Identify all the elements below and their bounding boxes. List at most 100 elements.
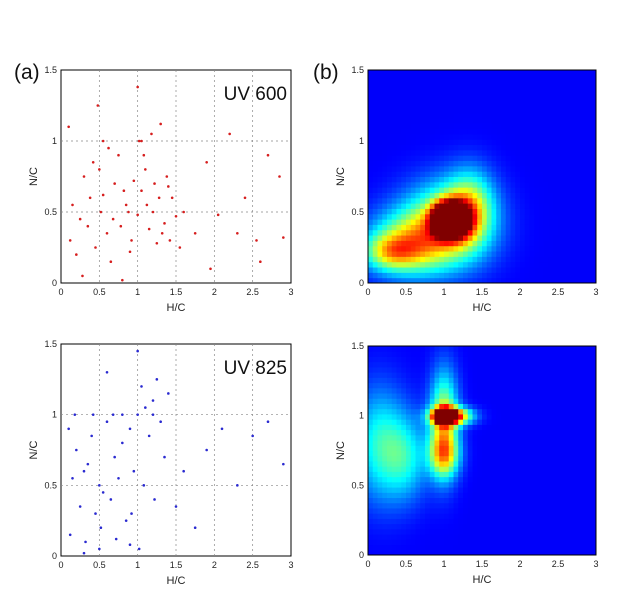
- heatmap-cell: [477, 460, 483, 467]
- heatmap-cell: [415, 208, 421, 215]
- heatmap-cell: [486, 133, 492, 140]
- heatmap-cell: [529, 123, 535, 130]
- heatmap-cell: [444, 139, 450, 146]
- heatmap-cell: [529, 549, 535, 555]
- data-point: [109, 260, 113, 264]
- heatmap-cell: [539, 471, 545, 478]
- heatmap-cell: [529, 251, 535, 257]
- heatmap-cell: [382, 219, 388, 225]
- heatmap-cell: [553, 377, 559, 384]
- heatmap-cell: [391, 440, 397, 446]
- heatmap-cell: [482, 70, 488, 76]
- heatmap-cell: [420, 476, 426, 483]
- heatmap-cell: [401, 107, 407, 114]
- heatmap-cell: [453, 91, 459, 98]
- heatmap-cell: [391, 549, 397, 555]
- heatmap-cell: [458, 429, 464, 436]
- heatmap-cell: [510, 133, 516, 140]
- heatmap-cell: [472, 160, 478, 167]
- heatmap-cell: [572, 80, 578, 87]
- heatmap-cell: [368, 229, 374, 236]
- heatmap-cell: [463, 144, 469, 151]
- heatmap-cell: [486, 80, 492, 87]
- heatmap-cell: [439, 377, 445, 384]
- heatmap-cell: [415, 361, 421, 368]
- heatmap-cell: [439, 476, 445, 483]
- heatmap-cell: [558, 117, 564, 124]
- heatmap-cell: [486, 528, 492, 535]
- heatmap-cell: [391, 96, 397, 103]
- heatmap-cell: [505, 96, 511, 103]
- heatmap-cell: [482, 101, 488, 108]
- heatmap-cell: [586, 549, 592, 555]
- heatmap-cell: [439, 513, 445, 519]
- heatmap-cell: [539, 372, 545, 378]
- heatmap-cell: [510, 251, 516, 257]
- heatmap-cell: [591, 544, 596, 551]
- heatmap-cell: [548, 393, 554, 399]
- heatmap-cell: [453, 149, 459, 156]
- heatmap-cell: [434, 144, 440, 151]
- heatmap-cell: [558, 213, 564, 220]
- heatmap-cell: [429, 419, 435, 425]
- heatmap-cell: [529, 424, 535, 431]
- heatmap-cell: [539, 377, 545, 384]
- heatmap-cell: [534, 107, 540, 114]
- heatmap-cell: [368, 203, 374, 209]
- heatmap-cell: [591, 245, 596, 252]
- heatmap-cell: [558, 181, 564, 188]
- heatmap-cell: [501, 492, 507, 499]
- heatmap-cell: [572, 160, 578, 167]
- heatmap-cell: [534, 398, 540, 404]
- heatmap-cell: [472, 176, 478, 183]
- heatmap-cell: [382, 91, 388, 98]
- heatmap-cell: [467, 382, 473, 389]
- data-point: [259, 260, 262, 264]
- heatmap-cell: [496, 277, 502, 283]
- heatmap-cell: [524, 513, 530, 519]
- heatmap-cell: [515, 91, 521, 98]
- heatmap-cell: [529, 133, 535, 140]
- heatmap-cell: [577, 123, 583, 130]
- data-point: [75, 448, 78, 452]
- heatmap-cell: [501, 192, 507, 199]
- heatmap-cell: [458, 245, 464, 252]
- heatmap-cell: [420, 372, 426, 378]
- heatmap-cell: [406, 487, 412, 493]
- heatmap-cell: [591, 251, 596, 257]
- heatmap-cell: [548, 487, 554, 493]
- heatmap-cell: [524, 240, 530, 247]
- heatmap-cell: [482, 408, 488, 415]
- heatmap-cell: [539, 96, 545, 103]
- heatmap-cell: [520, 377, 526, 384]
- heatmap-cell: [572, 476, 578, 483]
- heatmap-cell: [406, 213, 412, 220]
- heatmap-cell: [558, 518, 564, 525]
- heatmap-cell: [486, 382, 492, 389]
- heatmap-cell: [562, 219, 568, 225]
- heatmap-cell: [425, 261, 431, 268]
- heatmap-cell: [567, 507, 573, 514]
- heatmap-cell: [482, 351, 488, 357]
- heatmap-cell: [558, 208, 564, 215]
- heatmap-cell: [377, 101, 383, 108]
- heatmap-cell: [586, 372, 592, 378]
- heatmap-cell: [463, 187, 469, 193]
- heatmap-cell: [477, 424, 483, 431]
- heatmap-cell: [577, 160, 583, 167]
- heatmap-cell: [434, 224, 440, 231]
- heatmap-cell: [434, 171, 440, 177]
- heatmap-cell: [415, 466, 421, 472]
- heatmap-cell: [543, 549, 549, 555]
- heatmap-cell: [391, 85, 397, 92]
- heatmap-cell: [406, 528, 412, 535]
- heatmap-cell: [510, 393, 516, 399]
- heatmap-cell: [529, 387, 535, 394]
- heatmap-cell: [448, 139, 454, 146]
- heatmap-cell: [491, 539, 497, 546]
- heatmap-cell: [372, 107, 378, 114]
- heatmap-cell: [529, 497, 535, 504]
- heatmap-cell: [548, 75, 554, 82]
- data-point: [163, 455, 166, 459]
- heatmap-cell: [463, 539, 469, 546]
